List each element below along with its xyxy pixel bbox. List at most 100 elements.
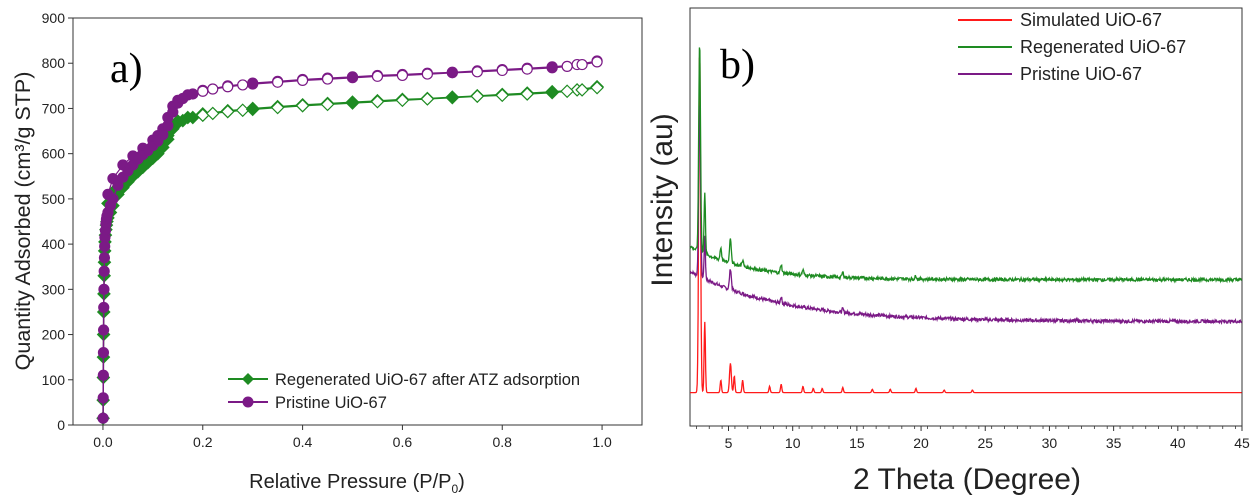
data-point-regenerated-adsorption	[560, 84, 574, 99]
data-point-pristine-adsorption	[98, 301, 110, 314]
panel-a-x-tick-label: 0.4	[293, 434, 313, 450]
panel-a-x-tick-label: 0.2	[193, 434, 213, 450]
data-point-pristine-adsorption	[97, 347, 110, 359]
panel-b: 5 10 15 20 25 30 35 40 45 b) Intensity (au) 2 Th…	[646, 7, 1250, 496]
data-point-pristine-adsorption	[97, 392, 109, 404]
panel-a-x-ticks: 0.0 0.2 0.4 0.6 0.8 1.0	[93, 425, 612, 450]
panel-a-x-tick-label: 0.8	[493, 434, 513, 450]
data-point-pristine-adsorption	[98, 283, 110, 295]
panel-b-x-tick-label: 15	[849, 435, 865, 451]
data-point-regenerated-adsorption	[545, 85, 560, 100]
data-point-regenerated-adsorption	[575, 83, 589, 97]
panel-a-label: a)	[110, 46, 143, 92]
panel-a-plot-frame	[72, 17, 643, 426]
panel-a-x-label-main: Relative Pressure (P/P	[249, 471, 451, 493]
legend-label-pristine-b: Pristine UiO-67	[1020, 64, 1142, 84]
legend-label-regenerated-b: Regenerated UiO-67	[1020, 37, 1186, 57]
pxrd-line-regenerated	[689, 47, 1243, 284]
data-point-pristine-adsorption	[521, 63, 533, 75]
panel-a-y-tick-label: 200	[42, 327, 66, 343]
panel-a-x-tick-label: 0.6	[393, 434, 413, 450]
data-point-pristine-adsorption	[296, 74, 309, 87]
legend-label-pristine: Pristine UiO-67	[275, 394, 387, 412]
data-point-regenerated-adsorption	[445, 90, 460, 105]
isotherm-line-regenerated	[102, 86, 598, 419]
data-point-regenerated-adsorption	[220, 104, 235, 119]
data-point-regenerated-adsorption	[295, 98, 310, 113]
data-point-regenerated-adsorption	[395, 93, 410, 108]
legend-label-regenerated: Regenerated UiO-67 after ATZ adsorption	[275, 371, 580, 389]
panel-b-x-tick-label: 25	[977, 435, 993, 451]
panel-b-y-axis-label: Intensity (au)	[646, 113, 679, 286]
data-point-pristine-adsorption	[157, 129, 169, 141]
data-point-pristine-adsorption	[371, 70, 384, 82]
data-point-pristine-adsorption	[112, 179, 124, 191]
panel-a-y-tick-label: 0	[57, 417, 65, 433]
data-point-regenerated-adsorption	[370, 94, 385, 109]
panel-a: 0.0 0.2 0.4 0.6 0.8 1.0 0 100 200 300 400 500 600 70…	[11, 10, 643, 496]
panel-a-y-axis-label: Quantity Adsorbed (cm³/g STP)	[11, 72, 35, 371]
panel-a-x-axis-label: Relative Pressure (P/P0)	[249, 471, 465, 496]
data-point-regenerated-adsorption	[470, 89, 485, 104]
data-point-pristine-adsorption	[162, 120, 174, 132]
panel-b-x-tick-label: 20	[913, 435, 929, 451]
data-point-regenerated-adsorption	[195, 108, 210, 123]
panel-a-y-tick-label: 100	[42, 372, 66, 388]
data-point-regenerated-adsorption	[235, 103, 250, 118]
data-point-regenerated-adsorption	[175, 113, 190, 128]
data-point-regenerated-adsorption	[345, 96, 360, 110]
data-point-pristine-adsorption	[222, 81, 234, 93]
panel-b-x-tick-label: 30	[1042, 435, 1058, 451]
data-point-pristine-adsorption	[98, 265, 110, 277]
data-point-pristine-adsorption	[207, 83, 219, 95]
legend-marker-regenerated	[242, 373, 254, 385]
panel-a-x-label-sub: 0	[451, 482, 458, 496]
data-point-regenerated-adsorption	[205, 106, 220, 121]
panel-a-y-tick-label: 700	[42, 100, 66, 116]
data-point-pristine-adsorption	[421, 68, 433, 80]
data-point-pristine-adsorption	[321, 73, 334, 85]
data-point-pristine-adsorption	[546, 62, 558, 74]
data-point-pristine-adsorption	[446, 67, 458, 79]
data-point-regenerated-adsorption	[320, 97, 335, 112]
data-point-regenerated-adsorption	[495, 88, 510, 103]
panel-b-x-tick-label: 40	[1170, 435, 1186, 451]
data-point-pristine-adsorption	[561, 60, 573, 72]
data-point-pristine-adsorption	[167, 106, 179, 118]
panel-a-series	[96, 55, 604, 426]
panel-a-y-tick-label: 900	[42, 10, 66, 26]
pxrd-line-simulated	[690, 57, 1242, 394]
panel-a-y-tick-label: 800	[42, 55, 66, 71]
pxrd-line-pristine	[689, 105, 1243, 326]
panel-a-x-tick-label: 0.0	[93, 434, 113, 450]
data-point-regenerated-adsorption	[590, 80, 604, 95]
panel-b-plot-frame	[689, 7, 1243, 427]
data-point-pristine-adsorption	[396, 69, 409, 82]
data-point-pristine-adsorption	[471, 66, 483, 78]
data-point-regenerated-adsorption	[245, 102, 260, 117]
data-point-pristine-adsorption	[496, 64, 508, 77]
panel-a-y-tick-label: 600	[42, 146, 66, 162]
data-point-pristine-adsorption	[187, 88, 199, 100]
data-point-pristine-adsorption	[247, 78, 259, 90]
panel-b-series	[689, 47, 1243, 394]
data-point-regenerated-adsorption	[520, 87, 535, 101]
panel-a-x-tick-label: 1.0	[592, 434, 612, 450]
data-point-pristine-adsorption	[98, 252, 111, 264]
data-point-pristine-adsorption	[97, 324, 110, 336]
data-point-pristine-adsorption	[197, 85, 209, 97]
panel-b-label: b)	[720, 42, 755, 88]
panel-a-y-tick-label: 500	[42, 191, 66, 207]
legend-label-simulated: Simulated UiO-67	[1020, 10, 1162, 30]
data-point-pristine-adsorption	[346, 72, 359, 84]
data-point-pristine-adsorption	[97, 412, 109, 424]
panel-b-x-tick-label: 45	[1234, 435, 1250, 451]
panel-b-x-tick-label: 35	[1106, 435, 1122, 451]
data-point-pristine-adsorption	[177, 92, 189, 105]
data-point-regenerated-adsorption	[420, 92, 435, 106]
data-point-pristine-adsorption	[107, 193, 119, 205]
data-point-pristine-adsorption	[272, 76, 284, 88]
data-point-pristine-adsorption	[576, 58, 588, 71]
panel-a-x-label-close: )	[458, 471, 465, 493]
